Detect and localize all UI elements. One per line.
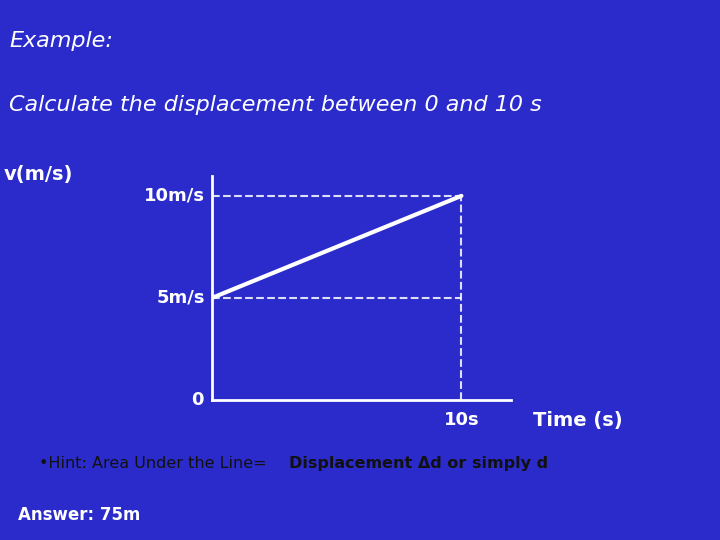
Text: •Hint: Area Under the Line=: •Hint: Area Under the Line= xyxy=(39,456,266,470)
Text: Calculate the displacement between 0 and 10 s: Calculate the displacement between 0 and… xyxy=(9,96,542,116)
Text: Example:: Example: xyxy=(9,31,113,51)
Text: Answer: 75m: Answer: 75m xyxy=(18,506,140,524)
Text: 5m/s: 5m/s xyxy=(157,289,205,307)
Text: 10m/s: 10m/s xyxy=(144,187,205,205)
Text: 0: 0 xyxy=(192,390,204,409)
Text: Displacement Δd or simply d: Displacement Δd or simply d xyxy=(289,456,548,470)
Text: Time (s): Time (s) xyxy=(534,410,623,430)
Text: 10s: 10s xyxy=(444,411,480,429)
Text: v(m/s): v(m/s) xyxy=(4,165,73,184)
